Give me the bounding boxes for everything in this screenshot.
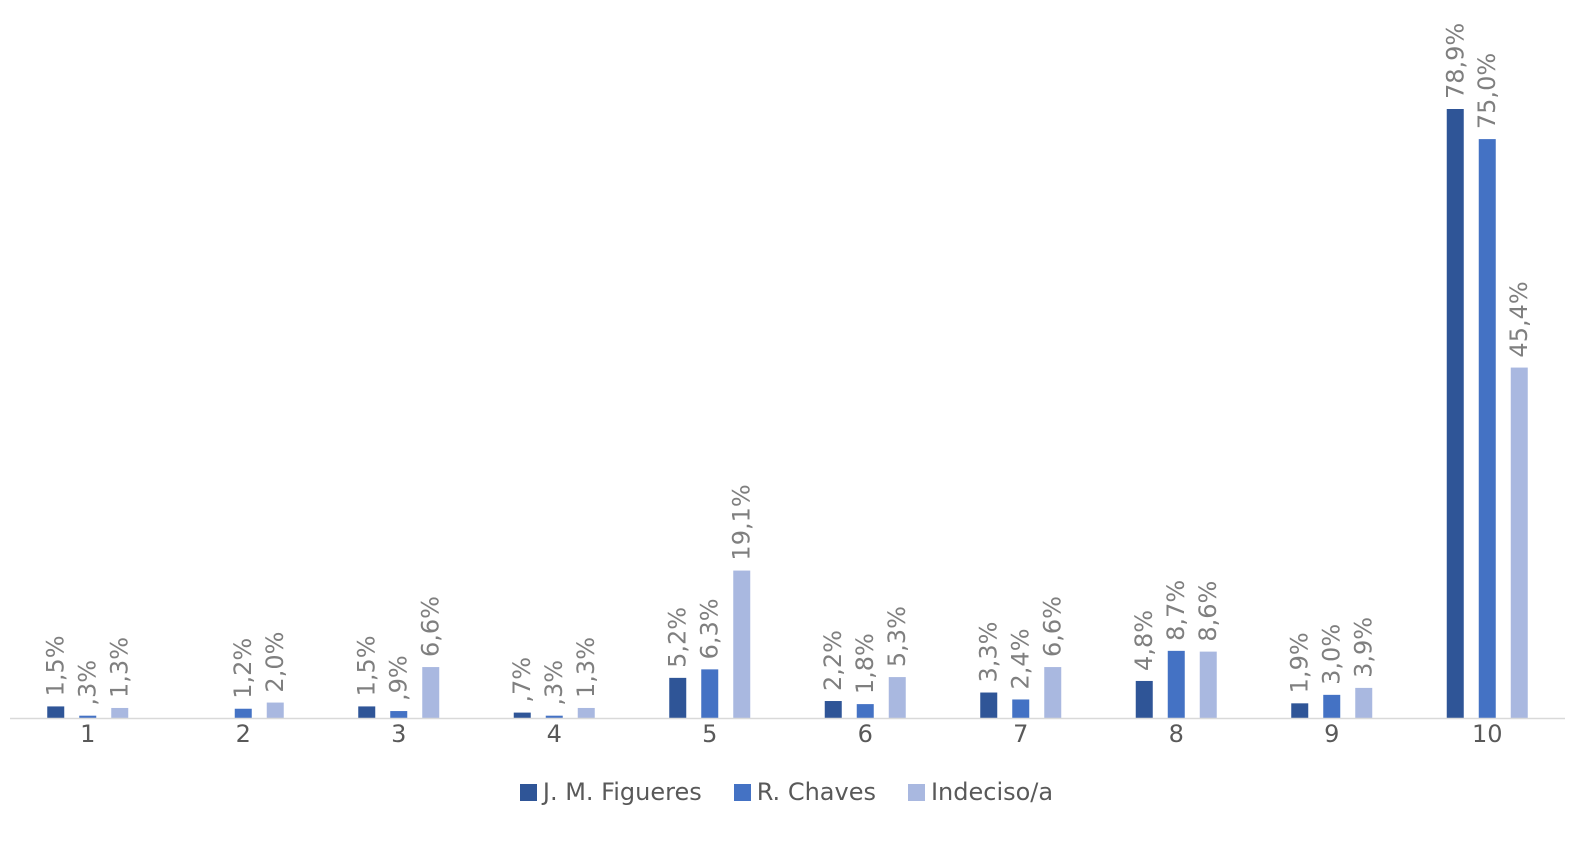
bar-series-2-category-3	[422, 667, 440, 718]
bar-series-1-category-6	[856, 704, 874, 718]
bar-series-2-category-2	[266, 702, 284, 718]
bar-series-0-category-5	[669, 677, 687, 718]
bar-series-1-category-4	[545, 715, 563, 718]
data-label-series-1-category-3: ,9%	[385, 655, 413, 701]
data-label-series-1-category-6: 1,8%	[851, 633, 879, 694]
bar-series-1-category-8	[1167, 650, 1185, 718]
legend-item-series-2: Indeciso/a	[907, 778, 1054, 806]
x-tick-label-7: 7	[1013, 720, 1028, 748]
bar-series-2-category-10	[1510, 367, 1528, 718]
bar-series-1-category-7	[1012, 699, 1030, 718]
bar-series-1-category-1	[79, 715, 97, 718]
x-tick-label-3: 3	[391, 720, 406, 748]
data-label-series-2-category-9: 3,9%	[1350, 617, 1378, 678]
bar-series-0-category-9	[1291, 703, 1309, 718]
bar-series-2-category-5	[733, 570, 751, 718]
legend-label-series-2: Indeciso/a	[930, 778, 1054, 806]
data-label-series-0-category-10: 78,9%	[1441, 23, 1469, 99]
data-label-series-0-category-7: 3,3%	[975, 622, 1003, 683]
data-label-series-1-category-5: 6,3%	[696, 598, 724, 659]
data-label-series-1-category-2: 1,2%	[229, 638, 257, 699]
data-label-series-2-category-1: 1,3%	[106, 637, 134, 698]
bar-series-1-category-2	[234, 708, 252, 718]
data-label-series-1-category-4: ,3%	[540, 660, 568, 706]
bar-series-1-category-10	[1478, 139, 1496, 718]
bar-series-0-category-6	[824, 701, 842, 718]
legend-item-series-1: R. Chaves	[733, 778, 876, 806]
data-label-series-2-category-7: 6,6%	[1039, 596, 1067, 657]
legend-swatch-series-2	[907, 783, 925, 801]
legend-label-series-0: J. M. Figueres	[542, 778, 702, 806]
bar-series-2-category-4	[577, 707, 595, 718]
legend: J. M. Figueres R. Chaves Indeciso/a	[0, 778, 1573, 806]
x-tick-label-2: 2	[236, 720, 251, 748]
bar-series-2-category-8	[1199, 651, 1217, 718]
legend-swatch-series-1	[733, 783, 751, 801]
data-labels-group: 1,5% ,3% 1,3% 1,2% 2,0% 1,5% ,9%6,6%,7% ,3% 1,3%…	[42, 23, 1534, 706]
x-tick-label-1: 1	[80, 720, 95, 748]
data-label-series-1-category-9: 3,0%	[1318, 624, 1346, 685]
legend-swatch-series-0	[519, 783, 537, 801]
data-label-series-0-category-6: 2,2%	[819, 630, 847, 691]
x-tick-label-8: 8	[1169, 720, 1184, 748]
data-label-series-2-category-2: 2,0%	[261, 632, 289, 693]
bar-series-2-category-1	[111, 707, 129, 718]
data-label-series-0-category-3: 1,5%	[353, 635, 381, 696]
bar-series-0-category-3	[358, 706, 376, 718]
data-label-series-0-category-4: ,7%	[508, 657, 536, 703]
bar-series-1-category-3	[390, 711, 408, 718]
bar-series-2-category-6	[888, 677, 906, 718]
data-label-series-1-category-10: 75,0%	[1473, 53, 1501, 129]
bar-series-1-category-9	[1323, 694, 1341, 718]
x-tick-label-6: 6	[858, 720, 873, 748]
data-label-series-0-category-8: 4,8%	[1130, 610, 1158, 671]
data-label-series-2-category-5: 19,1%	[728, 484, 756, 560]
bars-group	[47, 109, 1528, 718]
x-tick-label-4: 4	[547, 720, 562, 748]
data-label-series-0-category-1: 1,5%	[42, 635, 70, 696]
legend-label-series-1: R. Chaves	[756, 778, 876, 806]
bar-series-0-category-10	[1446, 109, 1464, 718]
data-label-series-0-category-5: 5,2%	[664, 607, 692, 668]
bar-series-0-category-4	[513, 712, 531, 718]
data-label-series-1-category-1: ,3%	[74, 660, 102, 706]
data-label-series-0-category-9: 1,9%	[1286, 632, 1314, 693]
data-label-series-2-category-8: 8,6%	[1194, 581, 1222, 642]
bar-series-1-category-5	[701, 669, 719, 718]
x-tick-label-5: 5	[702, 720, 717, 748]
data-label-series-1-category-8: 8,7%	[1162, 580, 1190, 641]
x-tick-labels: 1 2 3 4 5 6 7 8 9 10	[80, 720, 1502, 748]
x-tick-label-10: 10	[1472, 720, 1503, 748]
data-label-series-2-category-10: 45,4%	[1505, 281, 1533, 357]
bar-series-0-category-1	[47, 706, 65, 718]
bar-series-0-category-8	[1135, 680, 1153, 718]
data-label-series-2-category-3: 6,6%	[417, 596, 445, 657]
legend-item-series-0: J. M. Figueres	[519, 778, 702, 806]
data-label-series-1-category-7: 2,4%	[1007, 628, 1035, 689]
bar-series-2-category-9	[1355, 687, 1373, 718]
bar-series-2-category-7	[1044, 667, 1062, 718]
data-label-series-2-category-4: 1,3%	[572, 637, 600, 698]
bar-series-0-category-7	[980, 692, 998, 718]
x-tick-label-9: 9	[1324, 720, 1339, 748]
data-label-series-2-category-6: 5,3%	[883, 606, 911, 667]
